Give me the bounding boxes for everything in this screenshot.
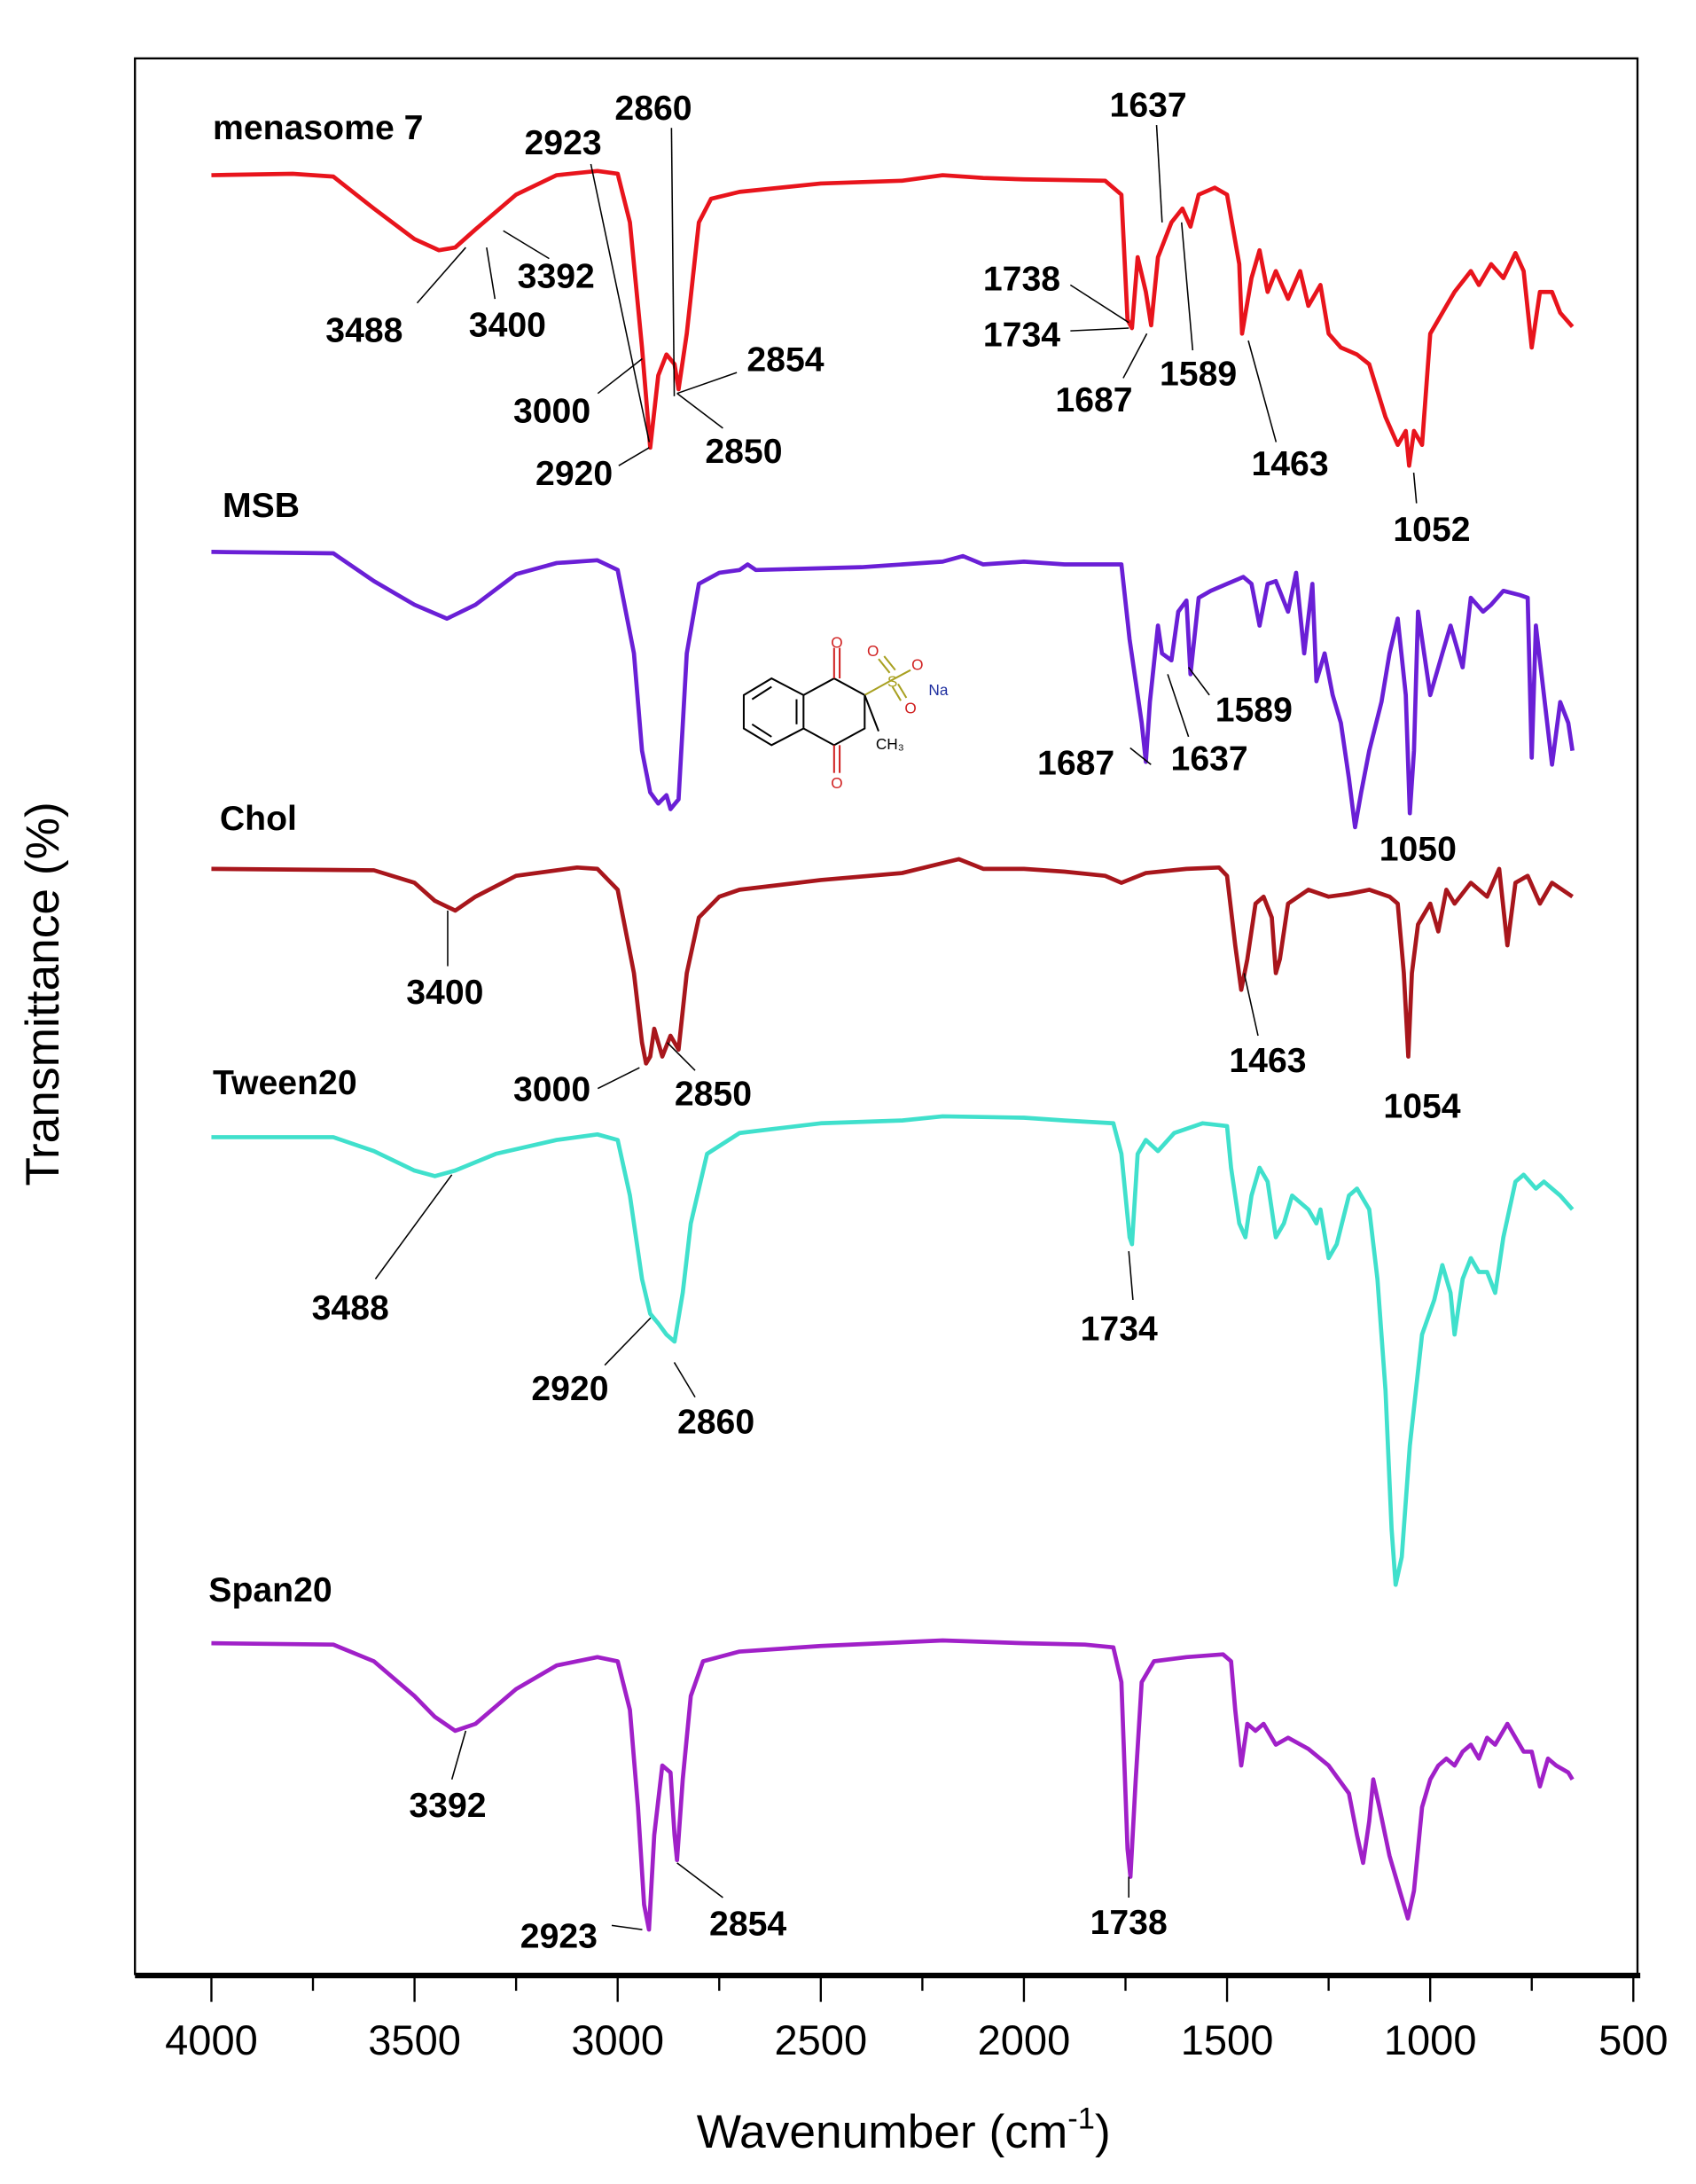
x-tick-label: 1000 (1384, 2016, 1477, 2063)
annotation-leader-line (667, 1042, 696, 1071)
x-tick-label: 500 (1598, 2016, 1668, 2063)
x-axis-title: Wavenumber (cm-1) (697, 2102, 1111, 2158)
msb-structure (742, 647, 911, 773)
x-tick-label: 3000 (571, 2016, 664, 2063)
peak-label: 3000 (513, 1071, 590, 1109)
annotation-leader-line (1412, 472, 1418, 504)
series-label: Tween20 (213, 1064, 357, 1102)
peak-label: 1734 (1081, 1310, 1158, 1348)
annotation-leader-line (597, 357, 643, 395)
series-tween20 (211, 1114, 1575, 1587)
annotation-leader-line (1243, 973, 1259, 1037)
annotation-leader-line (503, 230, 550, 260)
peak-label: 1738 (983, 261, 1060, 299)
peak-label: 3392 (409, 1787, 486, 1825)
peak-label: 2923 (520, 1917, 598, 1955)
annotation-leader-line (676, 393, 723, 429)
peak-label: 1637 (1110, 87, 1187, 125)
atom-sulfur: S (887, 672, 897, 690)
annotation-leader-line (673, 1362, 696, 1398)
annotation-leader-line (604, 1317, 652, 1366)
annotation-leader-line (670, 128, 676, 396)
peak-label: 3488 (312, 1289, 389, 1327)
peak-label: 3000 (513, 393, 590, 431)
peak-label: 1738 (1090, 1904, 1168, 1942)
annotation-leader-line (1155, 125, 1163, 223)
peak-label: 2923 (525, 124, 602, 162)
annotation-leader-line (611, 1924, 643, 1930)
annotation-leader-line (1180, 222, 1194, 351)
peak-label: 1463 (1229, 1042, 1306, 1080)
series-chol (211, 857, 1574, 1066)
peak-label: 1052 (1393, 511, 1470, 549)
series-label: Span20 (208, 1571, 332, 1609)
peak-label: 3400 (469, 306, 546, 344)
series-msb (211, 550, 1575, 830)
series-label: menasome 7 (213, 109, 423, 147)
annotation-leader-line (676, 372, 738, 395)
annotation-leader-line (486, 247, 496, 300)
peak-label: 2920 (531, 1370, 608, 1408)
peak-label: 1637 (1171, 740, 1248, 779)
peak-label: 3488 (325, 312, 403, 350)
peak-label: 1050 (1379, 830, 1457, 868)
peak-label: 3392 (518, 258, 595, 296)
quinone-ring (802, 677, 866, 747)
peak-label: 1054 (1383, 1088, 1460, 1126)
peak-label: 1734 (983, 316, 1060, 354)
annotation-leader-line (1070, 327, 1129, 332)
annotation-leader-line (590, 163, 651, 442)
peak-label: 2860 (677, 1403, 754, 1441)
annotation-leader-line (1122, 333, 1148, 379)
spectra (211, 168, 1575, 1932)
atom-oxygen: O (867, 642, 879, 660)
peak-label: 2850 (705, 433, 782, 471)
annotation-leader-line (416, 247, 466, 304)
x-tick-label: 2500 (775, 2016, 868, 2063)
series-label: Chol (220, 800, 297, 838)
peak-label: 1463 (1251, 445, 1328, 483)
annotation-leader-line (597, 1067, 640, 1090)
atom-oxygen: O (831, 634, 842, 652)
peak-label: 3400 (406, 974, 483, 1012)
atom-oxygen: O (911, 656, 923, 674)
annotation-leader-line (676, 1862, 723, 1898)
annotation-leader-line (1128, 1250, 1134, 1300)
series-label: MSB (223, 487, 300, 525)
series-menasome-7 (211, 168, 1575, 468)
y-axis-title: Transmittance (%) (17, 802, 69, 1186)
series-labels: menasome 7 MSB Chol Tween20 Span20 (208, 109, 423, 1609)
annotation-leader-line (374, 1174, 453, 1280)
peak-label: 2854 (746, 341, 824, 380)
peak-label: 1589 (1215, 692, 1293, 730)
peak-label: 1687 (1055, 381, 1132, 419)
annotation-leader-line (1187, 667, 1210, 696)
annotation-leader-line (1129, 747, 1152, 765)
methyl-group: CH₃ (876, 735, 904, 753)
atom-oxygen: O (831, 774, 842, 792)
x-tick-label: 2000 (978, 2016, 1071, 2063)
x-tick-label: 3500 (368, 2016, 461, 2063)
peak-label: 1589 (1160, 355, 1237, 393)
annotation-leader-line (1069, 284, 1129, 324)
x-tick-label: 4000 (165, 2016, 258, 2063)
annotation-leader-line (450, 1730, 467, 1780)
peak-label: 2860 (614, 90, 692, 128)
annotation-leader-line (1247, 340, 1278, 442)
series-span20 (211, 1638, 1575, 1932)
peak-label: 2854 (709, 1905, 786, 1943)
peak-label: 2920 (535, 455, 613, 493)
annotation-leader-line (618, 447, 650, 466)
atom-oxygen: O (904, 699, 916, 716)
benzene-ring (742, 677, 805, 747)
peak-label: 2850 (675, 1075, 752, 1113)
x-tick-label: 1500 (1181, 2016, 1274, 2063)
peak-annotations: 2923 2860 3392 3488 3400 3000 2920 2854 2850 1637… (312, 87, 1471, 1956)
peak-label: 1687 (1037, 744, 1114, 782)
x-ticks: 4000 3500 3000 2500 2000 1500 1000 500 (165, 1975, 1669, 2063)
annotation-leader-line (1167, 674, 1190, 738)
atom-sodium: Na (928, 681, 948, 699)
